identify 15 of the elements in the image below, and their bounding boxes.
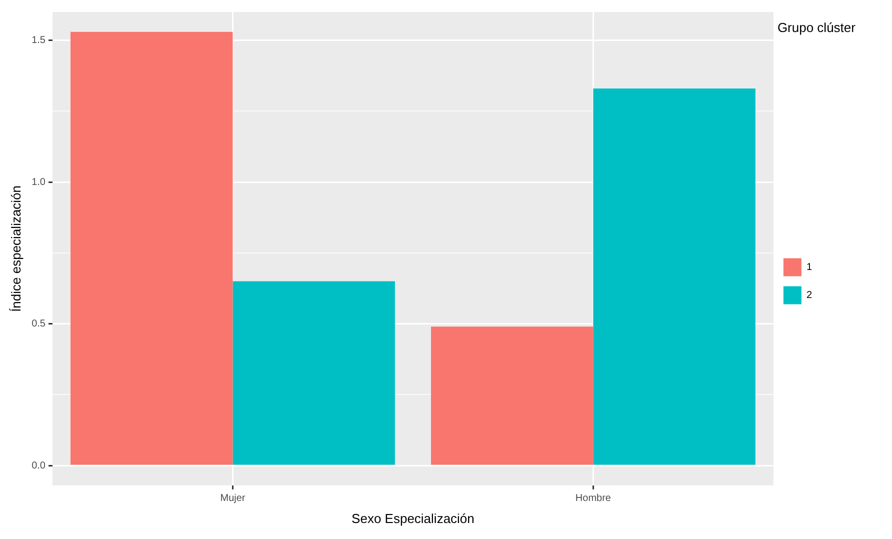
bar (593, 88, 756, 465)
bar (70, 32, 233, 465)
x-tick-label: Mujer (220, 493, 246, 504)
x-axis-title: Sexo Especialización (352, 510, 474, 526)
y-tick-label: 1.5 (32, 35, 46, 46)
y-tick-label: 0.5 (32, 318, 46, 330)
legend-label: 2 (806, 290, 812, 302)
y-tick-label: 1.0 (32, 176, 46, 188)
legend-label: 1 (806, 262, 812, 274)
x-tick-label: Hombre (575, 493, 612, 504)
y-axis-title: Índice especialización (8, 185, 24, 312)
bar (430, 326, 594, 465)
legend-title: Grupo clúster (777, 20, 856, 36)
bar (232, 281, 395, 465)
y-tick-label: 0.0 (32, 460, 46, 472)
